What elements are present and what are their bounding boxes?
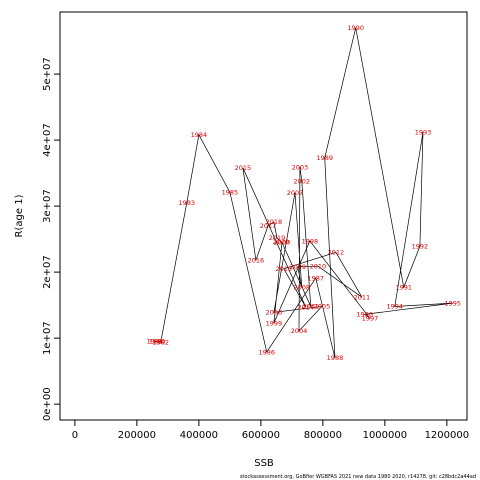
y-tick-label: 5e+07 xyxy=(42,57,53,91)
year-label: 2019 xyxy=(269,234,286,242)
x-axis-label: SSB xyxy=(254,458,274,469)
year-label: 1981 xyxy=(147,338,164,346)
year-label: 1993 xyxy=(415,128,432,136)
y-tick-label: 2e+07 xyxy=(42,255,53,289)
year-label: 1982 xyxy=(152,338,169,346)
y-tick-label: 3e+07 xyxy=(42,189,53,223)
year-label: 2006 xyxy=(266,309,283,317)
year-label: 1980 xyxy=(149,337,166,345)
year-label: 2009 xyxy=(289,263,306,271)
year-label: 2002 xyxy=(294,177,311,185)
year-label: 1994 xyxy=(387,303,404,311)
x-tick-label: 800000 xyxy=(304,430,342,441)
trajectory-line xyxy=(154,27,453,359)
x-tick-label: 1200000 xyxy=(425,430,470,441)
y-tick-label: 4e+07 xyxy=(42,123,53,157)
year-label: 1986 xyxy=(258,348,275,356)
year-label: 1998 xyxy=(302,237,319,245)
year-label: 2003 xyxy=(292,163,309,171)
year-label: 1983 xyxy=(179,199,196,207)
year-label: 2015 xyxy=(235,164,252,172)
year-label: 2014 xyxy=(298,303,315,311)
year-label: 2013 xyxy=(276,265,293,273)
year-label: 1991 xyxy=(395,284,412,292)
year-label: 1988 xyxy=(327,354,344,362)
year-label: 1987 xyxy=(307,274,324,282)
year-label: 1985 xyxy=(222,189,239,197)
y-tick-label: 1e+07 xyxy=(42,321,53,355)
y-axis-label: R(age 1) xyxy=(14,194,25,237)
year-label: 2001 xyxy=(302,303,319,311)
year-label: 1984 xyxy=(191,131,208,139)
year-label: 2012 xyxy=(328,249,345,257)
year-label: 2010 xyxy=(310,262,327,270)
y-tick-label: 0e+00 xyxy=(42,387,53,421)
x-tick-label: 400000 xyxy=(180,430,218,441)
year-label: 2020 xyxy=(273,238,290,246)
year-label: 1992 xyxy=(412,243,429,251)
x-tick-label: 0 xyxy=(72,430,78,441)
x-tick-label: 200000 xyxy=(118,430,156,441)
year-label: 1995 xyxy=(444,299,461,307)
plot-frame xyxy=(59,11,468,421)
year-label: 2017 xyxy=(260,222,277,230)
year-label: 1997 xyxy=(362,315,379,323)
year-label: 2000 xyxy=(274,239,291,247)
x-tick-label: 1000000 xyxy=(363,430,408,441)
year-label: 1989 xyxy=(316,154,333,162)
x-tick-label: 600000 xyxy=(242,430,280,441)
year-label: 2005 xyxy=(314,303,331,311)
year-label: 2008 xyxy=(294,284,311,292)
year-label: 1990 xyxy=(347,24,364,32)
year-label: 1996 xyxy=(356,311,373,319)
footer: stockassessment.org, GoBfier WGBFAS 2021… xyxy=(240,474,476,480)
year-label: 2011 xyxy=(354,294,371,302)
year-label: 2018 xyxy=(266,218,283,226)
year-label: 1999 xyxy=(266,319,283,327)
year-label: 2016 xyxy=(248,257,265,265)
year-label: 2004 xyxy=(291,327,308,335)
year-label: 2007 xyxy=(287,189,304,197)
